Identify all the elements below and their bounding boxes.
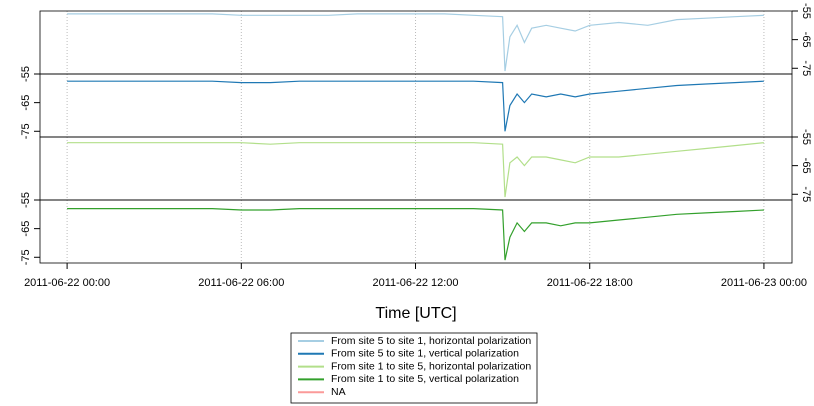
y-tick-label: -75 xyxy=(20,249,32,265)
y-tick-label: -75 xyxy=(800,60,812,76)
y-tick-label: -65 xyxy=(20,95,32,111)
legend-label: From site 5 to site 1, horizontal polari… xyxy=(331,335,531,347)
y-tick-label: -55 xyxy=(800,129,812,145)
y-tick-label: -65 xyxy=(800,158,812,174)
series-line xyxy=(67,13,764,72)
x-tick-label: 2011-06-22 06:00 xyxy=(198,277,284,289)
x-tick-label: 2011-06-22 00:00 xyxy=(24,277,110,289)
y-tick-label: -55 xyxy=(800,3,812,19)
series-line xyxy=(67,80,764,132)
legend-label: From site 1 to site 5, horizontal polari… xyxy=(331,360,531,372)
y-tick-label: -65 xyxy=(20,221,32,237)
y-tick-label: -55 xyxy=(20,66,32,82)
y-tick-label: -55 xyxy=(20,192,32,208)
legend-label: From site 5 to site 1, vertical polariza… xyxy=(331,348,519,360)
x-tick-label: 2011-06-23 00:00 xyxy=(721,277,807,289)
legend-box xyxy=(290,332,538,404)
series-line xyxy=(67,208,764,261)
y-tick-label: -75 xyxy=(20,123,32,139)
series-line xyxy=(67,142,764,198)
y-tick-label: -75 xyxy=(800,186,812,202)
y-tick-label: -65 xyxy=(800,32,812,48)
legend-label: From site 1 to site 5, vertical polariza… xyxy=(331,373,519,385)
x-tick-label: 2011-06-22 12:00 xyxy=(372,277,458,289)
legend-label: NA xyxy=(331,386,346,398)
x-tick-label: 2011-06-22 18:00 xyxy=(547,277,633,289)
panel-frame xyxy=(39,199,793,264)
x-axis-label: Time [UTC] xyxy=(375,305,456,322)
